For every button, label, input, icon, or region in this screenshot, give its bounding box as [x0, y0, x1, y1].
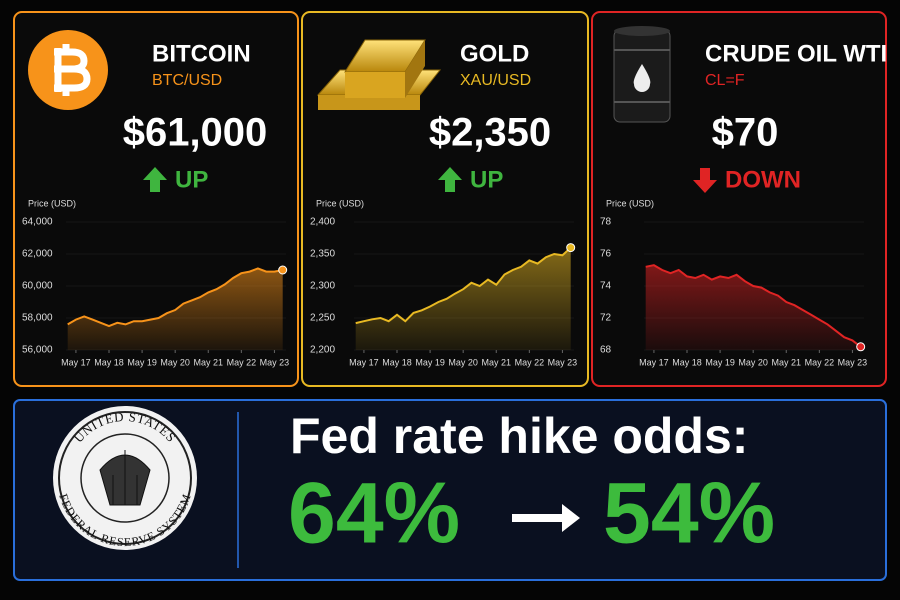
y-tick-label: 2,400: [310, 217, 335, 228]
last-point: [856, 342, 866, 352]
x-tick-label: May 20: [160, 357, 190, 367]
direction-arrow: [438, 167, 462, 192]
x-tick-label: May 21: [193, 357, 223, 367]
x-tick-label: May 22: [515, 357, 545, 367]
y-axis-label: Price (USD): [606, 198, 654, 208]
y-tick-label: 62,000: [22, 249, 53, 260]
banner: [13, 399, 887, 581]
y-tick-label: 60,000: [22, 281, 53, 292]
x-tick-label: May 18: [382, 357, 412, 367]
line: [355, 246, 572, 325]
x-tick-label: May 21: [481, 357, 511, 367]
direction-arrow: [693, 168, 717, 193]
area: [67, 268, 283, 350]
x-tick-label: May 21: [771, 357, 801, 367]
price: $61,000: [123, 111, 268, 155]
last-point: [566, 243, 576, 253]
last-point: [278, 265, 288, 275]
x-tick-label: May 23: [548, 357, 578, 367]
x-tick-label: May 23: [838, 357, 868, 367]
price: $2,350: [429, 111, 551, 155]
x-tick-label: May 20: [448, 357, 478, 367]
y-tick-label: 68: [600, 345, 612, 356]
y-tick-label: 2,300: [310, 281, 335, 292]
asset-name: GOLD: [460, 40, 529, 67]
odds-to: 54%: [603, 466, 775, 562]
change-arrow-head: [562, 504, 580, 532]
odds-from: 64%: [288, 466, 460, 562]
y-tick-label: 56,000: [22, 345, 53, 356]
x-tick-label: May 20: [738, 357, 768, 367]
y-tick-label: 2,250: [310, 313, 335, 324]
asset-symbol: XAU/USD: [460, 72, 531, 89]
y-tick-label: 72: [600, 313, 612, 324]
seal-ring: [80, 433, 170, 523]
line: [67, 267, 283, 328]
y-tick-label: 2,350: [310, 249, 335, 260]
x-tick-label: May 23: [260, 357, 290, 367]
direction: UP: [175, 166, 208, 193]
direction: DOWN: [725, 166, 801, 193]
y-tick-label: 64,000: [22, 217, 53, 228]
y-tick-label: 78: [600, 217, 612, 228]
banner-title: Fed rate hike odds:: [290, 408, 748, 464]
x-tick-label: May 17: [639, 357, 669, 367]
y-tick-label: 74: [600, 281, 612, 292]
price: $70: [712, 111, 779, 155]
x-tick-label: May 17: [61, 357, 91, 367]
bitcoin-icon: [28, 30, 108, 110]
x-tick-label: May 19: [127, 357, 157, 367]
x-tick-label: May 22: [805, 357, 835, 367]
y-tick-label: 58,000: [22, 313, 53, 324]
area: [645, 265, 861, 350]
y-axis-label: Price (USD): [28, 198, 76, 208]
asset-name: CRUDE OIL WTI: [705, 40, 887, 67]
line: [645, 264, 862, 348]
y-tick-label: 2,200: [310, 345, 335, 356]
asset-name: BITCOIN: [152, 40, 251, 67]
x-tick-label: May 19: [415, 357, 445, 367]
asset-symbol: BTC/USD: [152, 72, 222, 89]
direction-arrow: [143, 167, 167, 192]
asset-symbol: CL=F: [705, 72, 745, 89]
direction: UP: [470, 166, 503, 193]
oil-barrel-icon: [613, 26, 671, 123]
x-tick-label: May 17: [349, 357, 379, 367]
seal-ring: [58, 411, 192, 545]
y-tick-label: 76: [600, 249, 612, 260]
seal-eagle: [99, 450, 151, 506]
x-tick-label: May 22: [227, 357, 257, 367]
x-tick-label: May 18: [672, 357, 702, 367]
area: [355, 247, 571, 350]
gold-icon: [316, 39, 442, 110]
banner-frame: [13, 399, 887, 581]
y-axis-label: Price (USD): [316, 198, 364, 208]
x-tick-label: May 19: [705, 357, 735, 367]
x-tick-label: May 18: [94, 357, 124, 367]
